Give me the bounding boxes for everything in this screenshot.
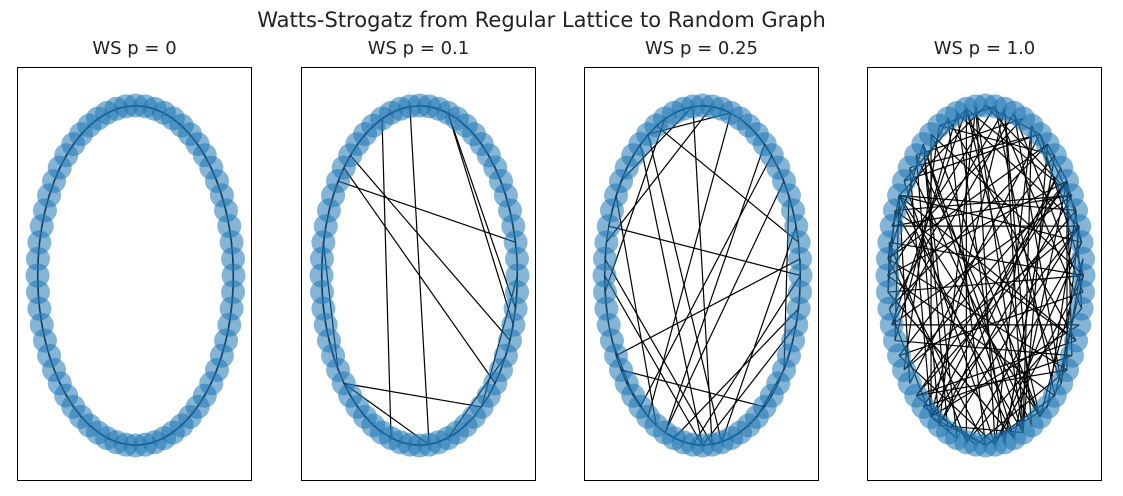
graph-edge (664, 180, 785, 433)
graph-edge (922, 143, 1015, 439)
nodes (592, 93, 813, 458)
graph-node (505, 246, 530, 271)
graph-edge (604, 258, 713, 445)
graph-edge (915, 180, 1068, 397)
graph-edge (930, 167, 1062, 418)
graph-edge (647, 112, 732, 418)
graph-edge (615, 195, 657, 426)
graph-edge (655, 125, 799, 243)
graph-node (221, 263, 246, 288)
graph-edge (891, 112, 1015, 326)
graph-edge (447, 112, 514, 326)
graph-node (1071, 263, 1096, 288)
graph-edge (673, 308, 800, 439)
graph-panel-p025 (584, 67, 819, 481)
graph-panel-p01 (301, 67, 536, 481)
graph-node (592, 263, 617, 288)
figure-title: Watts-Strogatz from Regular Lattice to R… (257, 8, 826, 32)
graph-edge (939, 124, 1055, 156)
graph-edge (909, 167, 932, 417)
graph-edge (608, 225, 801, 277)
graph-edge (975, 106, 1024, 433)
graph-edge (898, 194, 1082, 243)
graph-edge (1004, 155, 1056, 443)
graph-edge (343, 382, 482, 408)
graph-edge (349, 154, 511, 341)
graph-edge (938, 167, 1062, 426)
graph-node (221, 246, 246, 271)
graph-edge (409, 106, 430, 445)
graph-edge (1013, 112, 1062, 384)
nodes (309, 93, 530, 458)
graph-edge (903, 133, 1041, 182)
graph-edge (721, 225, 797, 443)
graph-edge (994, 106, 1056, 396)
nodes (875, 93, 1096, 458)
graph-edge (639, 155, 773, 408)
graph-node (788, 246, 813, 271)
graph-edge (888, 242, 967, 443)
panel-title-p0: WS p = 0 (92, 38, 177, 59)
graph-edge (975, 106, 996, 445)
graph-edge (899, 194, 1077, 212)
graph-edge (994, 125, 1033, 445)
nodes (25, 93, 246, 458)
edges (886, 104, 1085, 447)
graph-edge (664, 143, 766, 433)
graph-edge (966, 108, 1073, 196)
graph-plot-p1 (875, 93, 1096, 458)
graph-edge (381, 118, 392, 439)
graph-edge (888, 108, 1006, 309)
graph-edge (903, 225, 1080, 371)
graph-node (592, 280, 617, 305)
graph-edge (1022, 125, 1033, 433)
graph-node (25, 280, 50, 305)
graph-edge (903, 125, 940, 371)
graph-node (788, 263, 813, 288)
graph-panel-p0 (17, 67, 252, 481)
graph-edge (898, 195, 1015, 439)
graph-edge (916, 339, 1077, 397)
graph-edge (930, 108, 1006, 417)
graph-node (875, 263, 900, 288)
graph-panel-p1 (867, 67, 1102, 481)
graph-node (25, 263, 50, 288)
panel-title-p1: WS p = 1.0 (933, 38, 1036, 59)
graph-edge (620, 369, 765, 408)
graph-edge (915, 155, 940, 426)
graph-edge (930, 225, 1080, 418)
graph-edge (938, 195, 1073, 426)
graph-edge (1004, 108, 1024, 433)
graph-node (1071, 246, 1096, 271)
graph-edge (692, 275, 802, 446)
panel-title-p01: WS p = 0.1 (367, 38, 470, 59)
graph-plot-p01 (309, 93, 530, 458)
graph-edge (615, 258, 801, 357)
graph-edge (898, 154, 1056, 357)
graph-edge (965, 242, 1083, 443)
panel-title-p025: WS p = 0.25 (645, 38, 758, 59)
graph-node (309, 263, 334, 288)
graph-plot-p025 (592, 93, 813, 458)
graph-edge (1013, 180, 1068, 439)
graph-edge (947, 225, 1080, 433)
graph-edge (605, 105, 713, 243)
graph-edge (603, 275, 704, 446)
graph-plot-p0 (25, 93, 246, 458)
graph-edge (639, 143, 704, 446)
graph-node (309, 280, 334, 305)
graph-node (875, 280, 900, 305)
graph-node (505, 263, 530, 288)
graph-edge (337, 180, 516, 243)
graph-edge (647, 134, 723, 443)
graph-edge (447, 112, 517, 309)
